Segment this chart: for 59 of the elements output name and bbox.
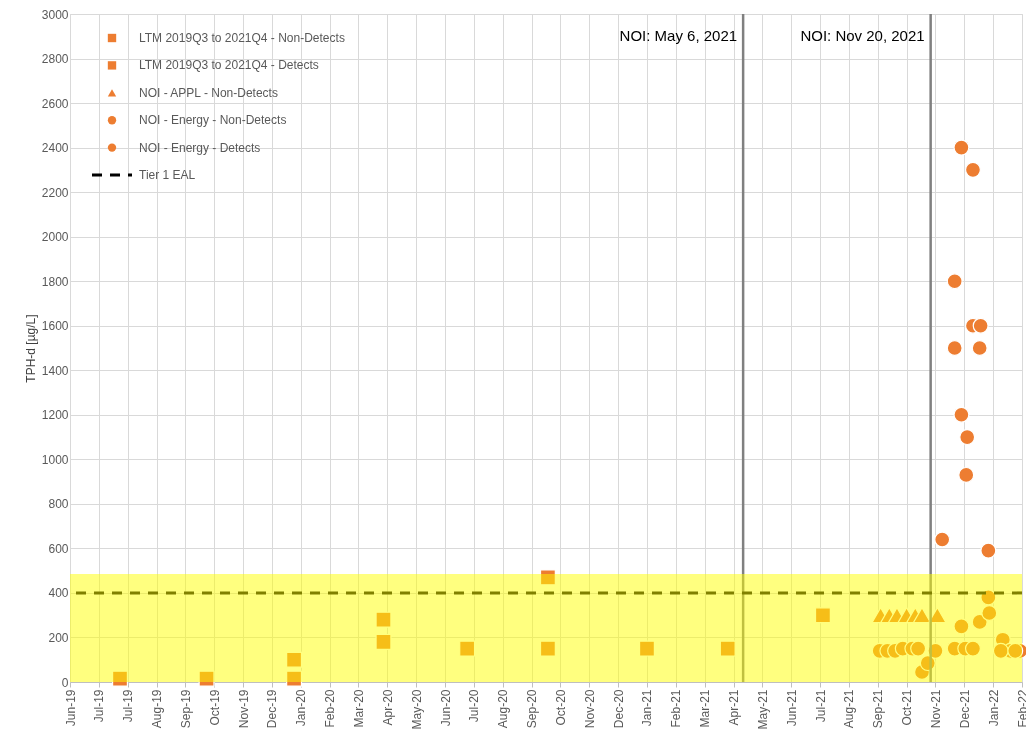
- y-tick-label: 600: [48, 541, 69, 556]
- legend-label: NOI - APPL - Non-Detects: [139, 85, 278, 100]
- x-tick-label: Jun-21: [784, 689, 799, 727]
- x-tick-label: Jun-20: [438, 689, 453, 727]
- x-tick-label: Feb-20: [323, 689, 338, 728]
- y-tick-label: 1600: [41, 319, 69, 334]
- y-tick-label: 2400: [41, 141, 69, 156]
- ref-line-label: NOI: Nov 20, 2021: [800, 27, 925, 44]
- y-tick-label: 2200: [41, 185, 69, 200]
- y-tick-label: 1000: [41, 452, 69, 467]
- x-tick-label: Jul-19: [92, 689, 107, 723]
- x-tick-label: Jul-19: [121, 689, 136, 723]
- legend-label: NOI - Energy - Non-Detects: [139, 113, 287, 128]
- x-tick-label: Sep-21: [871, 689, 886, 729]
- y-tick-label: 1800: [41, 274, 69, 289]
- x-tick-label: Sep-20: [525, 689, 540, 729]
- x-tick-label: Mar-21: [698, 689, 713, 728]
- y-tick-label: 2800: [41, 52, 69, 67]
- y-tick-label: 1200: [41, 408, 69, 423]
- x-tick-label: Mar-20: [351, 689, 366, 728]
- x-tick-label: Oct-19: [207, 689, 222, 726]
- legend-label: NOI - Energy - Detects: [139, 140, 261, 155]
- x-tick-label: May-20: [409, 689, 424, 730]
- x-tick-label: Apr-20: [380, 689, 395, 726]
- legend-label: Tier 1 EAL: [139, 168, 196, 182]
- y-tick-label: 2000: [41, 230, 69, 245]
- x-tick-label: Jul-20: [467, 689, 482, 723]
- x-tick-label: Feb-21: [669, 689, 684, 728]
- x-tick-label: Dec-21: [957, 689, 972, 729]
- y-tick-label: 2600: [41, 96, 69, 111]
- x-tick-label: Aug-19: [150, 689, 165, 729]
- x-tick-label: Jan-20: [294, 689, 309, 727]
- legend-label: LTM 2019Q3 to 2021Q4 - Detects: [139, 58, 319, 73]
- x-tick-label: Dec-20: [611, 689, 626, 729]
- x-tick-label: Nov-19: [236, 689, 251, 729]
- y-tick-label: 0: [61, 675, 69, 690]
- x-tick-label: May-21: [755, 689, 770, 730]
- x-tick-label: Nov-21: [928, 689, 943, 729]
- x-tick-label: Oct-21: [900, 689, 915, 726]
- x-tick-label: Apr-21: [727, 689, 742, 726]
- x-tick-label: Oct-20: [553, 689, 568, 726]
- y-tick-label: 400: [48, 586, 69, 601]
- x-tick-label: Jul-21: [813, 689, 828, 723]
- y-tick-label: 800: [48, 497, 69, 512]
- x-tick-label: Aug-21: [842, 689, 857, 729]
- y-tick-label: 1400: [41, 363, 69, 378]
- x-tick-label: Jan-21: [640, 689, 655, 727]
- x-tick-label: Nov-20: [582, 689, 597, 729]
- x-tick-label: Aug-20: [496, 689, 511, 729]
- y-tick-label: 200: [48, 630, 69, 645]
- y-axis-title: TPH-d [µg/L]: [23, 314, 38, 383]
- ref-line-label: NOI: May 6, 2021: [619, 27, 738, 44]
- x-tick-label: Dec-19: [265, 689, 280, 729]
- x-tick-label: Jan-22: [986, 689, 1001, 727]
- x-tick-label: Sep-19: [178, 689, 193, 729]
- x-tick-label: Jun-19: [63, 689, 78, 727]
- legend-label: LTM 2019Q3 to 2021Q4 - Non-Detects: [139, 31, 345, 45]
- y-tick-label: 3000: [41, 7, 69, 22]
- x-tick-label: Feb-22: [1015, 689, 1026, 728]
